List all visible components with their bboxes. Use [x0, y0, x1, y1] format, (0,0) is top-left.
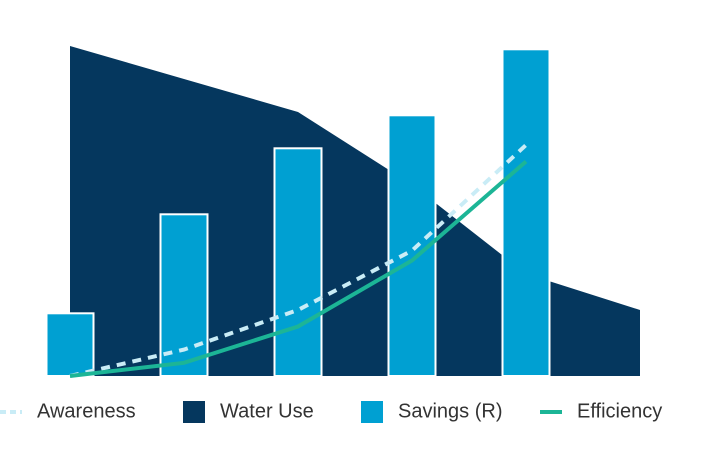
legend-label: Awareness	[37, 400, 136, 422]
bar	[501, 48, 551, 378]
area	[70, 46, 640, 376]
legend-label: Water Use	[220, 400, 314, 422]
legend-swatch	[361, 401, 383, 423]
bar	[273, 147, 323, 377]
legend-swatch	[183, 401, 205, 423]
line	[69, 159, 528, 378]
line	[69, 143, 528, 378]
legend-label: Savings (R)	[398, 400, 502, 422]
legend-label: Efficiency	[577, 400, 662, 422]
bar	[45, 312, 95, 377]
